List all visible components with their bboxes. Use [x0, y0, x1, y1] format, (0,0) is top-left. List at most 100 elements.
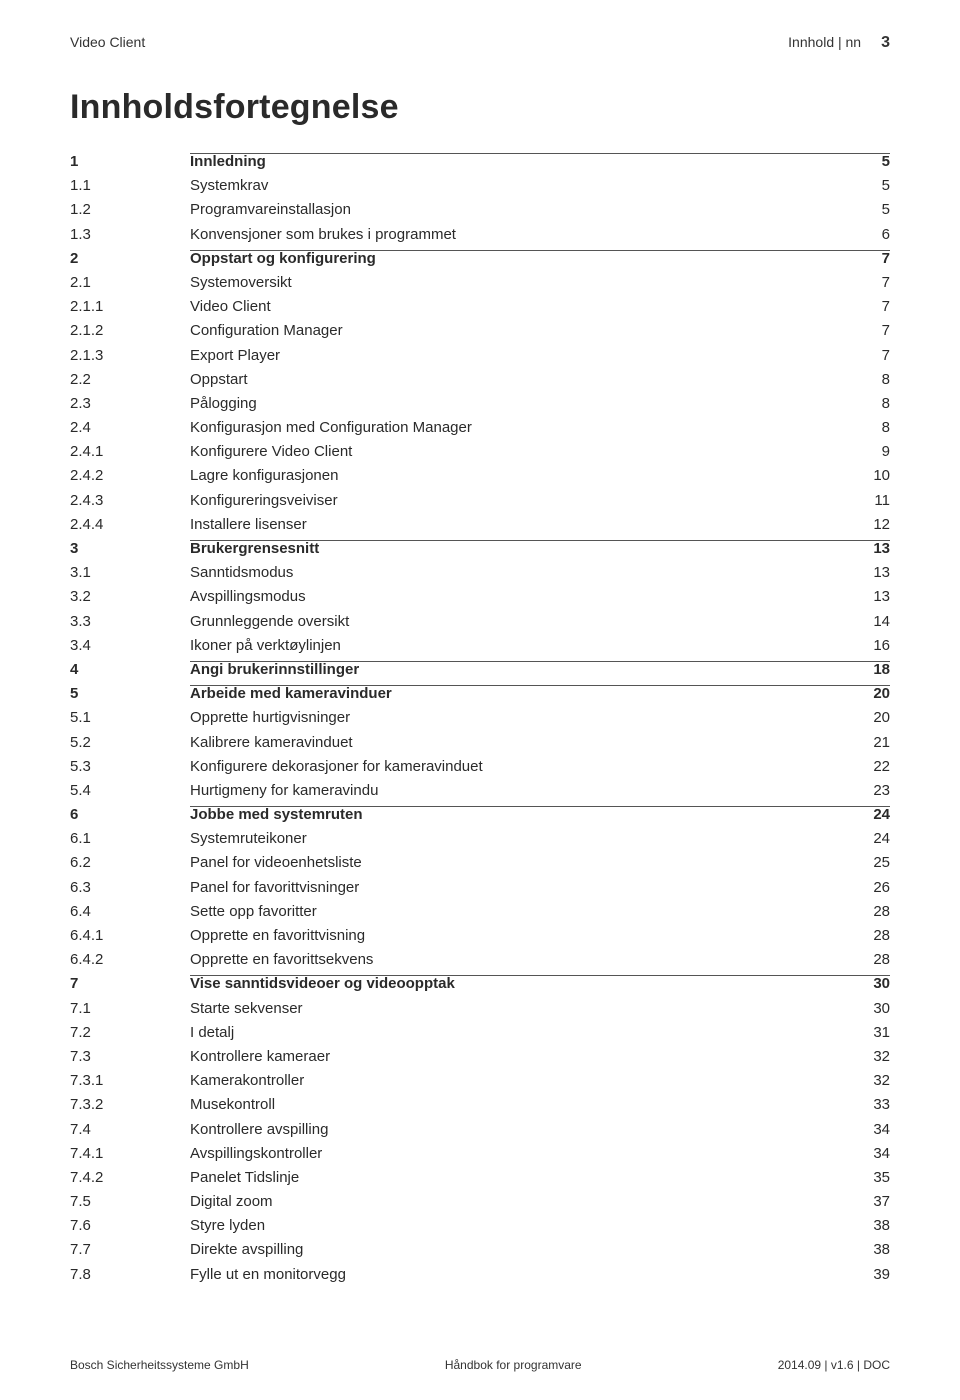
toc-entry: 6.4Sette opp favoritter28 [70, 903, 890, 927]
toc-entry-title: Programvareinstallasjon [190, 201, 850, 218]
toc-entry-number: 7.3.1 [70, 1072, 190, 1089]
toc-entry: 2.4.1Konfigurere Video Client9 [70, 443, 890, 467]
toc-entry-number: 2.4.1 [70, 443, 190, 460]
toc-entry-number: 2.1.1 [70, 298, 190, 315]
toc-entry-number: 7.1 [70, 1000, 190, 1017]
toc-entry-number: 7.8 [70, 1266, 190, 1283]
toc-entry-page: 34 [850, 1121, 890, 1138]
toc-entry-number: 3.4 [70, 637, 190, 654]
toc-entry-page: 26 [850, 879, 890, 896]
toc-entry-title: Pålogging [190, 395, 850, 412]
toc-entry-title: Sanntidsmodus [190, 564, 850, 581]
toc-entry: 7.5Digital zoom37 [70, 1193, 890, 1217]
toc-entry-title: Innledning [190, 153, 850, 170]
toc-entry-title: Panelet Tidslinje [190, 1169, 850, 1186]
toc-entry-title: Konfigurasjon med Configuration Manager [190, 419, 850, 436]
toc-entry-title: Panel for videoenhetsliste [190, 854, 850, 871]
toc-entry-number: 2.1.2 [70, 322, 190, 339]
toc-entry-number: 1.3 [70, 226, 190, 243]
toc-entry: 2.1.1Video Client7 [70, 298, 890, 322]
toc-entry-page: 13 [850, 588, 890, 605]
toc-entry-title: Kamerakontroller [190, 1072, 850, 1089]
toc-entry-number: 6.4 [70, 903, 190, 920]
toc-entry-page: 7 [850, 250, 890, 267]
toc-entry: 2.1Systemoversikt7 [70, 274, 890, 298]
toc-entry-title: Konvensjoner som brukes i programmet [190, 226, 850, 243]
toc-entry: 2.2Oppstart8 [70, 371, 890, 395]
toc-entry-number: 5 [70, 685, 190, 702]
toc-entry-title: Configuration Manager [190, 322, 850, 339]
toc-entry-title: Konfigurere dekorasjoner for kameravindu… [190, 758, 850, 775]
toc-entry-page: 23 [850, 782, 890, 799]
toc-entry: 7.4Kontrollere avspilling34 [70, 1121, 890, 1145]
toc-entry: 1Innledning5 [70, 153, 890, 177]
footer-center: Håndbok for programvare [445, 1358, 582, 1372]
toc-entry: 5Arbeide med kameravinduer20 [70, 685, 890, 709]
toc-entry-page: 38 [850, 1217, 890, 1234]
toc-entry: 6.3Panel for favorittvisninger26 [70, 879, 890, 903]
toc-entry: 7.3.2Musekontroll33 [70, 1096, 890, 1120]
page-footer: Bosch Sicherheitssysteme GmbH Håndbok fo… [70, 1358, 890, 1372]
toc-entry-title: Lagre konfigurasjonen [190, 467, 850, 484]
toc-entry: 3.4Ikoner på verktøylinjen16 [70, 637, 890, 661]
toc-entry-title: Kontrollere avspilling [190, 1121, 850, 1138]
toc-entry: 7.3Kontrollere kameraer32 [70, 1048, 890, 1072]
toc-entry-number: 7.4.2 [70, 1169, 190, 1186]
toc-entry-number: 2.4.3 [70, 492, 190, 509]
toc-entry: 7.6Styre lyden38 [70, 1217, 890, 1241]
toc-entry-number: 2.1 [70, 274, 190, 291]
toc-entry-number: 5.2 [70, 734, 190, 751]
toc-entry-page: 28 [850, 903, 890, 920]
toc-entry-page: 13 [850, 540, 890, 557]
toc-entry-number: 6 [70, 806, 190, 823]
toc-entry-page: 24 [850, 806, 890, 823]
toc-entry: 6.4.1Opprette en favorittvisning28 [70, 927, 890, 951]
toc-list: 1Innledning51.1Systemkrav51.2Programvare… [70, 153, 890, 1344]
toc-entry: 5.3Konfigurere dekorasjoner for kameravi… [70, 758, 890, 782]
toc-entry-page: 30 [850, 975, 890, 992]
toc-entry-number: 7.5 [70, 1193, 190, 1210]
toc-entry-number: 6.2 [70, 854, 190, 871]
toc-entry: 1.1Systemkrav5 [70, 177, 890, 201]
toc-entry-page: 16 [850, 637, 890, 654]
toc-entry-page: 28 [850, 951, 890, 968]
toc-entry: 7.2I detalj31 [70, 1024, 890, 1048]
toc-entry-title: Opprette hurtigvisninger [190, 709, 850, 726]
toc-entry-title: Systemruteikoner [190, 830, 850, 847]
toc-entry-number: 7.3.2 [70, 1096, 190, 1113]
toc-entry-number: 2.2 [70, 371, 190, 388]
toc-entry: 1.2Programvareinstallasjon5 [70, 201, 890, 225]
toc-entry-number: 7.2 [70, 1024, 190, 1041]
toc-entry-number: 1.2 [70, 201, 190, 218]
toc-entry-number: 6.4.2 [70, 951, 190, 968]
running-head-label: Innhold | nn [788, 34, 861, 50]
toc-entry-title: Konfigurere Video Client [190, 443, 850, 460]
toc-entry-number: 2.4 [70, 419, 190, 436]
toc-entry-page: 8 [850, 371, 890, 388]
toc-entry-title: Opprette en favorittsekvens [190, 951, 850, 968]
toc-entry-page: 24 [850, 830, 890, 847]
toc-entry: 7.1Starte sekvenser30 [70, 1000, 890, 1024]
toc-entry: 7Vise sanntidsvideoer og videoopptak30 [70, 975, 890, 999]
toc-entry-page: 12 [850, 516, 890, 533]
toc-entry-title: Digital zoom [190, 1193, 850, 1210]
toc-entry-page: 8 [850, 395, 890, 412]
toc-entry-title: Avspillingskontroller [190, 1145, 850, 1162]
toc-entry-title: Panel for favorittvisninger [190, 879, 850, 896]
toc-entry-number: 5.1 [70, 709, 190, 726]
toc-entry-page: 30 [850, 1000, 890, 1017]
toc-entry-title: Angi brukerinnstillinger [190, 661, 850, 678]
toc-entry: 5.2Kalibrere kameravinduet21 [70, 734, 890, 758]
toc-title: Innholdsfortegnelse [70, 88, 890, 127]
toc-entry-page: 5 [850, 177, 890, 194]
toc-entry-page: 7 [850, 322, 890, 339]
toc-entry-number: 7.6 [70, 1217, 190, 1234]
toc-entry-number: 4 [70, 661, 190, 678]
toc-entry-number: 1.1 [70, 177, 190, 194]
toc-entry-number: 2.3 [70, 395, 190, 412]
toc-entry-page: 5 [850, 201, 890, 218]
toc-entry: 5.1Opprette hurtigvisninger20 [70, 709, 890, 733]
toc-entry: 6.2Panel for videoenhetsliste25 [70, 854, 890, 878]
toc-entry-page: 8 [850, 419, 890, 436]
page-number: 3 [881, 34, 890, 52]
